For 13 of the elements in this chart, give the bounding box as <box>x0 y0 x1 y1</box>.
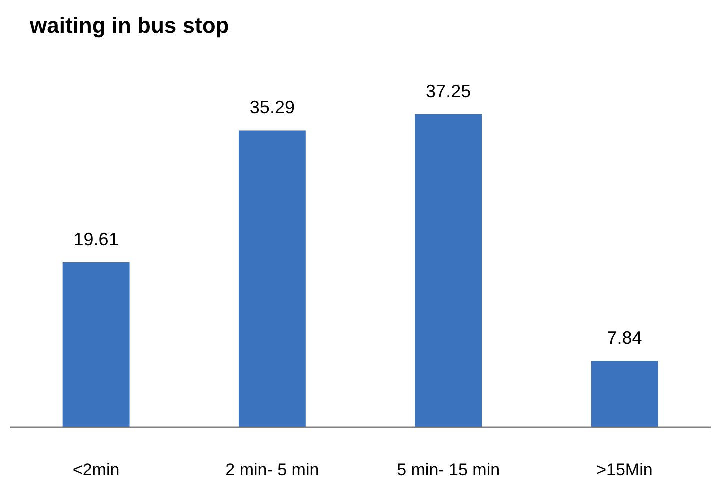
data-label: 35.29 <box>250 98 295 118</box>
x-tick-label: 2 min- 5 min <box>226 460 320 480</box>
data-label: 19.61 <box>74 229 119 250</box>
data-label: 37.25 <box>426 81 472 102</box>
bar <box>62 262 130 427</box>
x-tick-label: >15Min <box>596 460 653 480</box>
data-label: 7.84 <box>607 328 642 348</box>
bar <box>591 361 658 427</box>
x-tick-label: 5 min- 15 min <box>397 460 500 480</box>
bar <box>415 114 482 427</box>
chart-title: waiting in bus stop <box>29 13 230 38</box>
bar <box>238 130 306 427</box>
x-tick-label: <2min <box>72 460 120 480</box>
